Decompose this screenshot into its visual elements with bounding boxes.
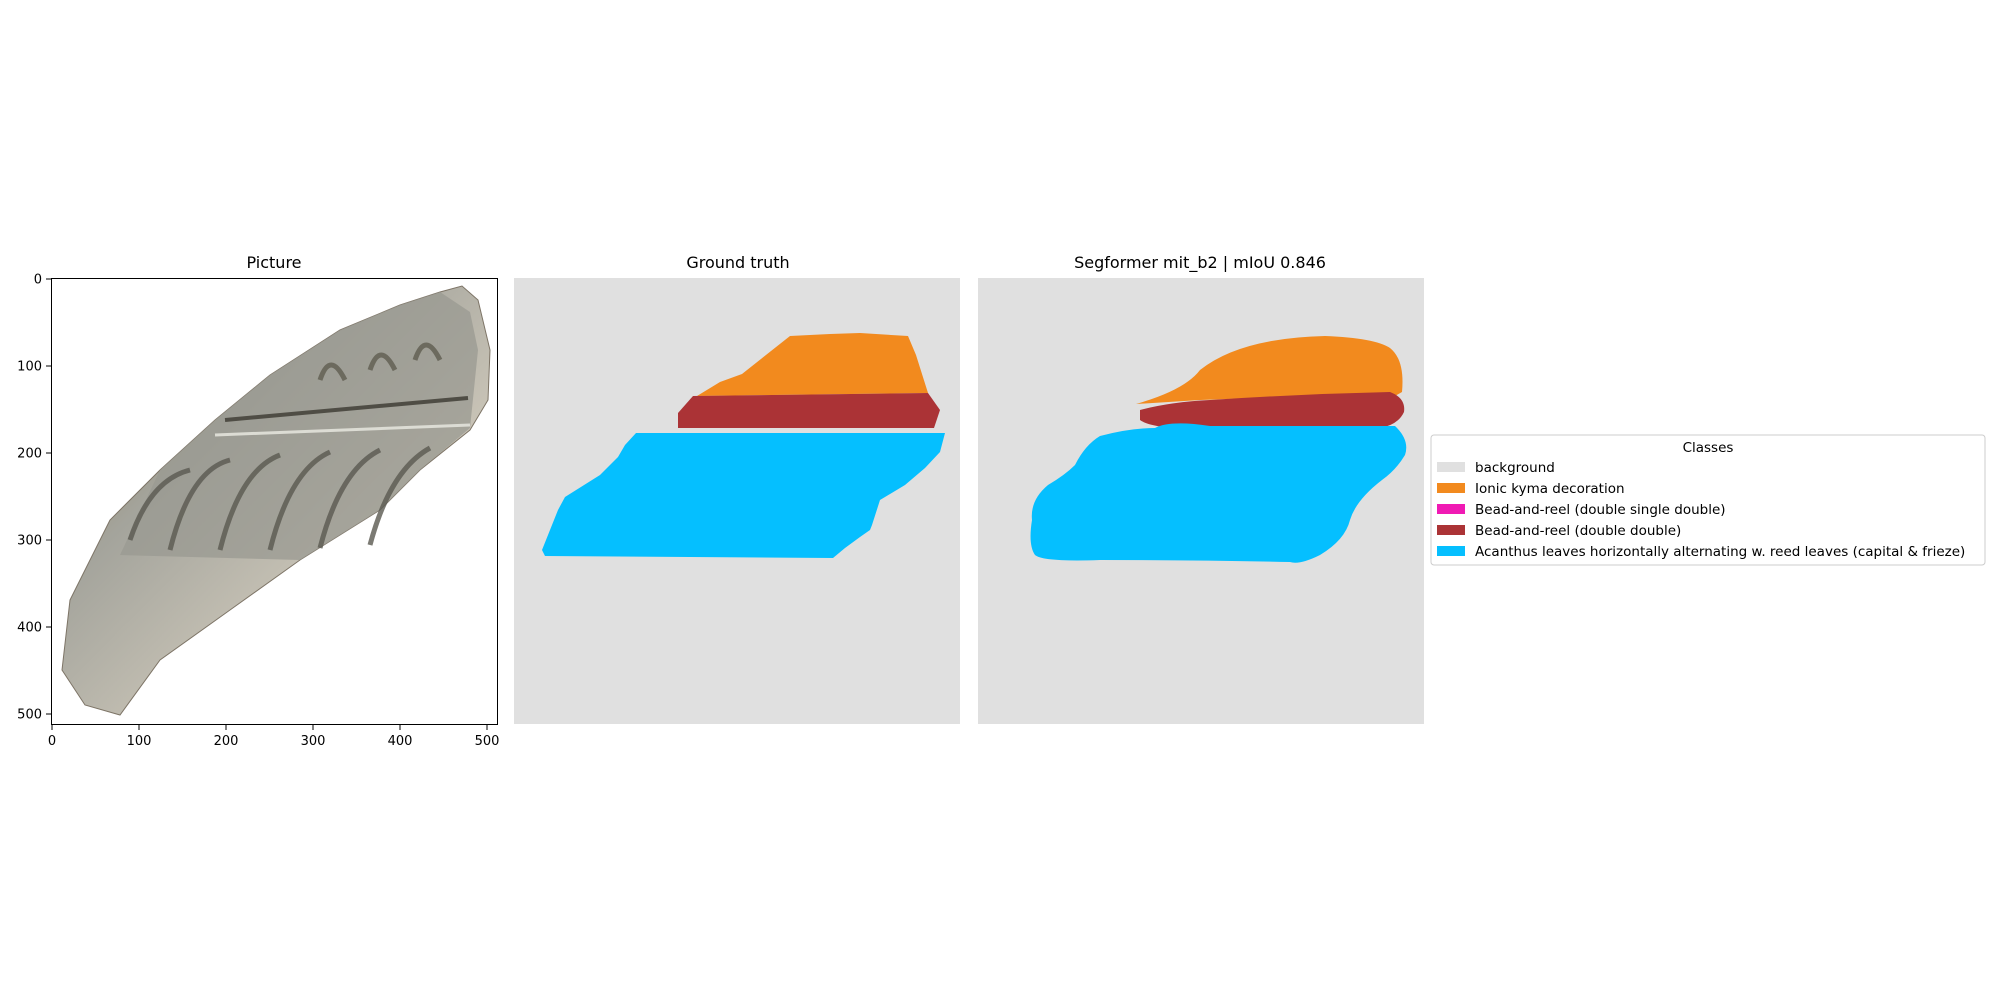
ground-truth-bead-reel-double-double-region: [678, 393, 940, 428]
panel-prediction: Segformer mit_b2 | mIoU 0.846: [978, 253, 1424, 724]
y-tick-label: 200: [17, 447, 42, 462]
prediction-acanthus-region: [1030, 423, 1407, 563]
legend-label-kyma: Ionic kyma decoration: [1475, 481, 1625, 497]
legend-swatch-background: [1437, 462, 1465, 472]
legend-label-bead-reel-dsd: Bead-and-reel (double single double): [1475, 502, 1726, 518]
legend-label-acanthus: Acanthus leaves horizontally alternating…: [1475, 544, 1965, 560]
stone-fragment-image: [61, 285, 491, 716]
picture-x-axis: 0 100 200 300 400 500: [48, 725, 500, 749]
picture-y-axis: 0 100 200 300 400 500: [17, 273, 51, 723]
x-tick-label: 200: [214, 734, 239, 749]
legend-label-bead-reel-dd: Bead-and-reel (double double): [1475, 523, 1681, 539]
legend-swatch-bead-reel-dd: [1437, 525, 1465, 535]
x-tick-label: 0: [48, 734, 56, 749]
ground-truth-title: Ground truth: [686, 253, 789, 272]
legend-label-background: background: [1475, 460, 1555, 476]
prediction-bead-reel-double-double-region: [1140, 392, 1405, 430]
x-tick-label: 300: [301, 734, 326, 749]
prediction-title: Segformer mit_b2 | mIoU 0.846: [1074, 253, 1326, 273]
carved-kyma: [317, 342, 443, 382]
picture-axes-frame: [51, 278, 498, 725]
legend-swatch-acanthus: [1437, 546, 1465, 556]
legend-title: Classes: [1683, 440, 1734, 456]
x-tick-label: 100: [127, 734, 152, 749]
y-tick-label: 0: [34, 273, 42, 288]
y-tick-label: 100: [17, 360, 42, 375]
legend: Classes background Ionic kyma decoration…: [1430, 434, 1986, 566]
x-tick-label: 500: [475, 734, 500, 749]
prediction-kyma-region: [1136, 336, 1403, 404]
legend-swatch-bead-reel-dsd: [1437, 504, 1465, 514]
carved-ridge-2: [214, 423, 471, 437]
ground-truth-acanthus-region: [542, 433, 945, 558]
y-tick-label: 300: [17, 534, 42, 549]
carved-ridge-1: [224, 396, 469, 422]
picture-title: Picture: [246, 253, 301, 272]
panel-picture: Picture: [17, 253, 499, 749]
ground-truth-kyma-region: [697, 333, 928, 396]
panel-ground-truth: Ground truth: [514, 253, 960, 724]
y-tick-label: 500: [17, 708, 42, 723]
legend-swatch-kyma: [1437, 483, 1465, 493]
x-tick-label: 400: [388, 734, 413, 749]
legend-frame: [1430, 434, 1986, 566]
y-tick-label: 400: [17, 621, 42, 636]
carved-leaves: [127, 445, 432, 551]
